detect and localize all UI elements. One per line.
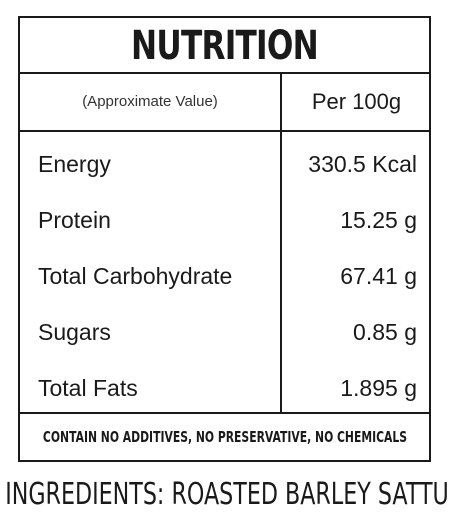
table-row-protein: Protein 15.25 g [20,192,429,248]
nutrition-label: NUTRITION INFORMATION (Approximate Value… [18,16,431,462]
nutrient-name: Energy [38,151,111,177]
title-section: NUTRITION INFORMATION [20,18,429,74]
ingredients-text: INGREDIENTS: ROASTED BARLEY SATTU [4,477,449,512]
page-title: NUTRITION INFORMATION [131,23,319,69]
note-text: CONTAIN NO ADDITIVES, NO PRESERVATIVE, N… [42,428,407,446]
table-row-carbohydrate: Total Carbohydrate 67.41 g [20,248,429,304]
column-divider [280,74,282,414]
per-serving-label: Per 100g [311,89,402,114]
nutrient-value: 330.5 Kcal [308,151,417,177]
nutrient-value: 1.895 g [340,375,417,401]
nutrient-value: 0.85 g [353,319,417,345]
nutrient-name: Total Fats [38,375,138,401]
nutrient-value: 67.41 g [340,263,417,289]
nutrient-name: Total Carbohydrate [38,263,233,289]
nutrient-value: 15.25 g [340,207,417,233]
approximate-value-label: (Approximate Value) [82,93,218,110]
table-row-sugars: Sugars 0.85 g [20,304,429,360]
table-row-fats: Total Fats 1.895 g [20,360,429,416]
ingredients-line: INGREDIENTS: ROASTED BARLEY SATTU [0,470,453,520]
nutrient-name: Protein [38,207,111,233]
table-row-energy: Energy 330.5 Kcal [20,136,429,192]
nutrient-name: Sugars [38,319,111,345]
table-header: (Approximate Value) Per 100g [20,74,429,132]
nutrient-table: Energy 330.5 Kcal Protein 15.25 g Total … [20,132,429,414]
no-additives-note: CONTAIN NO ADDITIVES, NO PRESERVATIVE, N… [20,414,429,460]
